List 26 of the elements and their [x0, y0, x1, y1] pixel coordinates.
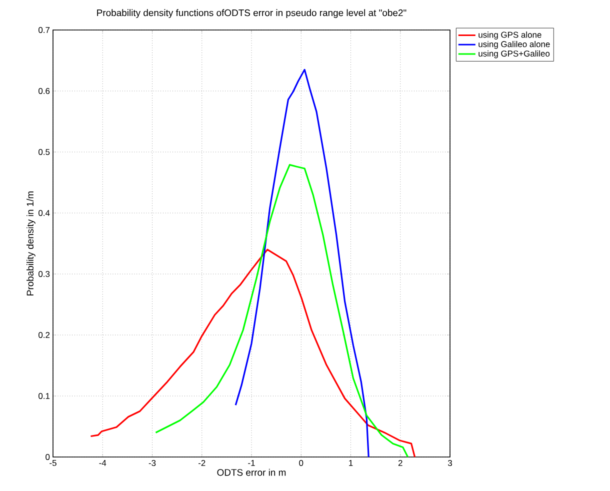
x-tick-label: -4 — [99, 460, 106, 466]
x-tick-label: 0 — [299, 460, 304, 466]
y-tick-label: 0.6 — [38, 88, 50, 94]
legend-label: using GPS+Galileo — [478, 50, 550, 58]
y-tick-label: 0.1 — [38, 393, 50, 399]
y-tick-label: 0 — [46, 454, 50, 460]
y-axis-title: Probability density in 1/m — [26, 192, 36, 296]
x-tick-label: -1 — [248, 460, 255, 466]
chart-title: Probability density functions ofODTS error in pseudo range level at "obe2" — [97, 9, 406, 18]
y-tick-label: 0.4 — [38, 210, 50, 216]
y-tick-label: 0.5 — [38, 149, 50, 155]
x-tick-label: 2 — [398, 460, 402, 466]
x-tick-label: 3 — [448, 460, 452, 466]
x-axis-title: ODTS error in m — [217, 468, 286, 476]
y-tick-label: 0.2 — [38, 332, 50, 338]
legend-label: using Galileo alone — [478, 40, 550, 49]
line-series — [90, 248, 416, 457]
y-tick-label: 0.3 — [38, 271, 50, 277]
line-series — [154, 164, 409, 457]
x-tick-label: -2 — [198, 460, 206, 466]
legend-label: using GPS alone — [478, 32, 542, 40]
line-series — [234, 68, 370, 457]
y-tick-label: 0.7 — [38, 27, 50, 33]
x-tick-label: -3 — [148, 460, 156, 466]
x-tick-label: -5 — [50, 460, 56, 466]
x-tick-label: 1 — [349, 460, 353, 466]
